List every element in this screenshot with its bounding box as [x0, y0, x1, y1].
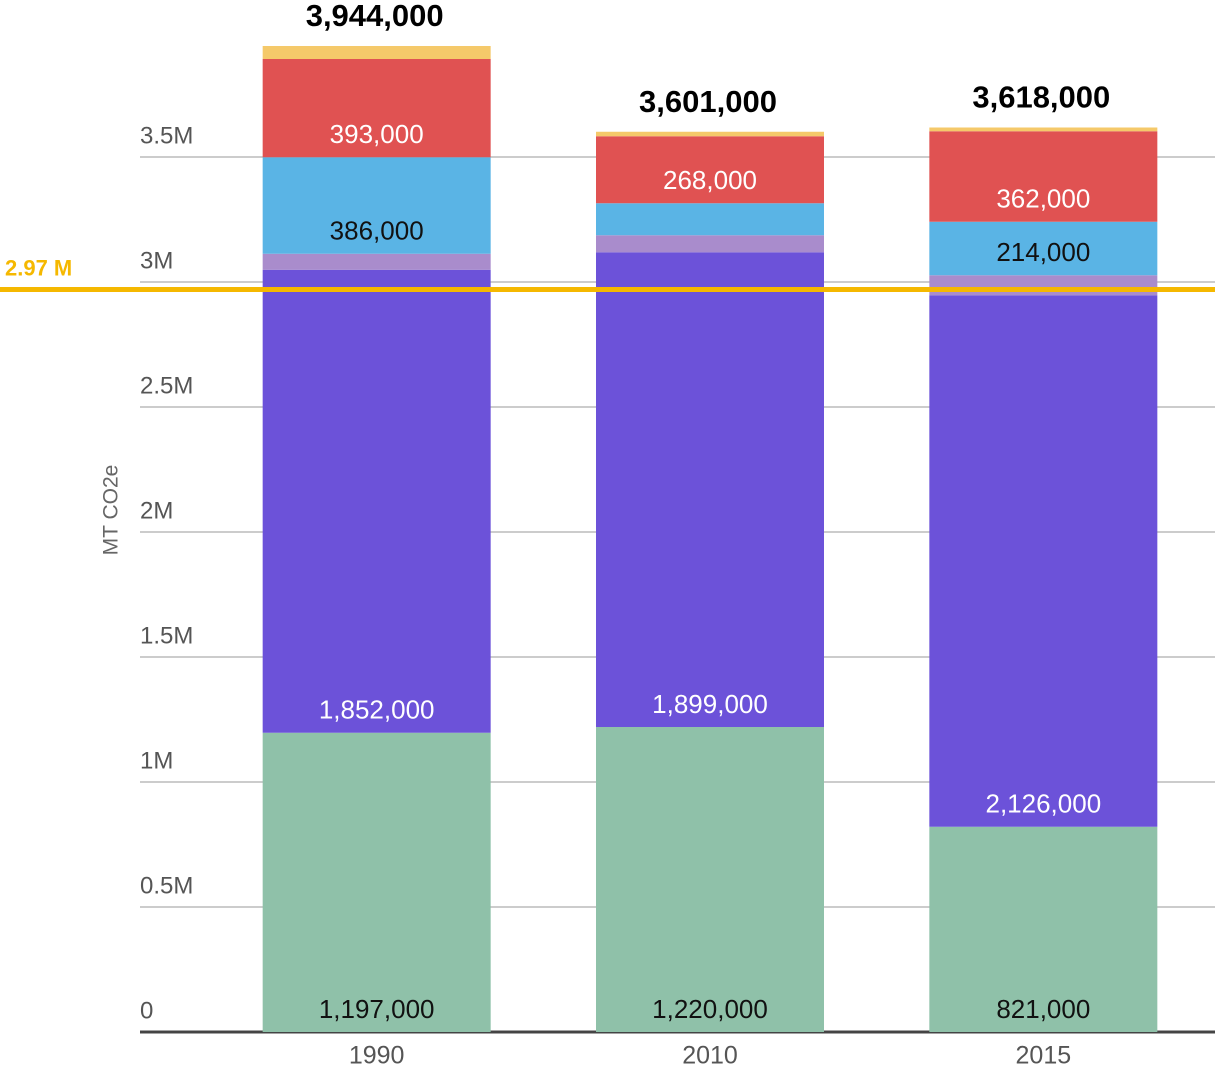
bar-segment — [262, 46, 491, 59]
total-label: 3,618,000 — [972, 80, 1110, 115]
bar-segment — [262, 253, 491, 270]
bar-segment — [929, 295, 1158, 827]
value-label: 821,000 — [996, 994, 1090, 1024]
y-tick-label: 1.5M — [140, 622, 193, 649]
total-label: 3,601,000 — [639, 84, 777, 119]
value-label: 1,220,000 — [652, 994, 768, 1024]
bar-segment — [929, 221, 1158, 276]
value-label: 2,126,000 — [985, 789, 1101, 819]
value-label: 1,852,000 — [319, 695, 435, 725]
x-tick-label: 2010 — [682, 1042, 738, 1070]
y-tick-label: 1M — [140, 747, 173, 774]
bar-segment — [596, 136, 824, 204]
y-tick-label: 3M — [140, 247, 173, 274]
y-axis-label: MT CO2e — [100, 465, 123, 556]
value-label: 268,000 — [663, 165, 757, 195]
bar-segment — [929, 275, 1158, 296]
y-tick-label: 0.5M — [140, 872, 193, 899]
bar-segment — [596, 235, 824, 253]
y-tick-label: 2.5M — [140, 372, 193, 399]
x-tick-label: 1990 — [349, 1042, 405, 1070]
value-label: 214,000 — [996, 237, 1090, 267]
bar-segment — [596, 131, 824, 137]
value-label: 1,899,000 — [652, 689, 768, 719]
value-label: 386,000 — [330, 216, 424, 246]
bar-segment — [262, 269, 491, 733]
bar-segment — [262, 732, 491, 1032]
y-tick-label: 3.5M — [140, 122, 193, 149]
bar-segment — [262, 59, 491, 158]
bar-segment — [596, 252, 824, 727]
bar-segment — [929, 131, 1158, 222]
total-label: 3,944,000 — [306, 0, 444, 33]
y-tick-label: 2M — [140, 497, 173, 524]
y-tick-label: 0 — [140, 997, 153, 1024]
bar-segment — [596, 727, 824, 1032]
bar-segment — [929, 826, 1158, 1032]
reference-label: 2.97 M — [5, 255, 72, 280]
x-tick-label: 2015 — [1016, 1042, 1072, 1070]
value-label: 393,000 — [330, 119, 424, 149]
bar-segment — [262, 157, 491, 254]
bar-segment — [929, 127, 1158, 132]
bar-segment — [596, 203, 824, 236]
value-label: 362,000 — [996, 184, 1090, 214]
value-label: 1,197,000 — [319, 994, 435, 1024]
